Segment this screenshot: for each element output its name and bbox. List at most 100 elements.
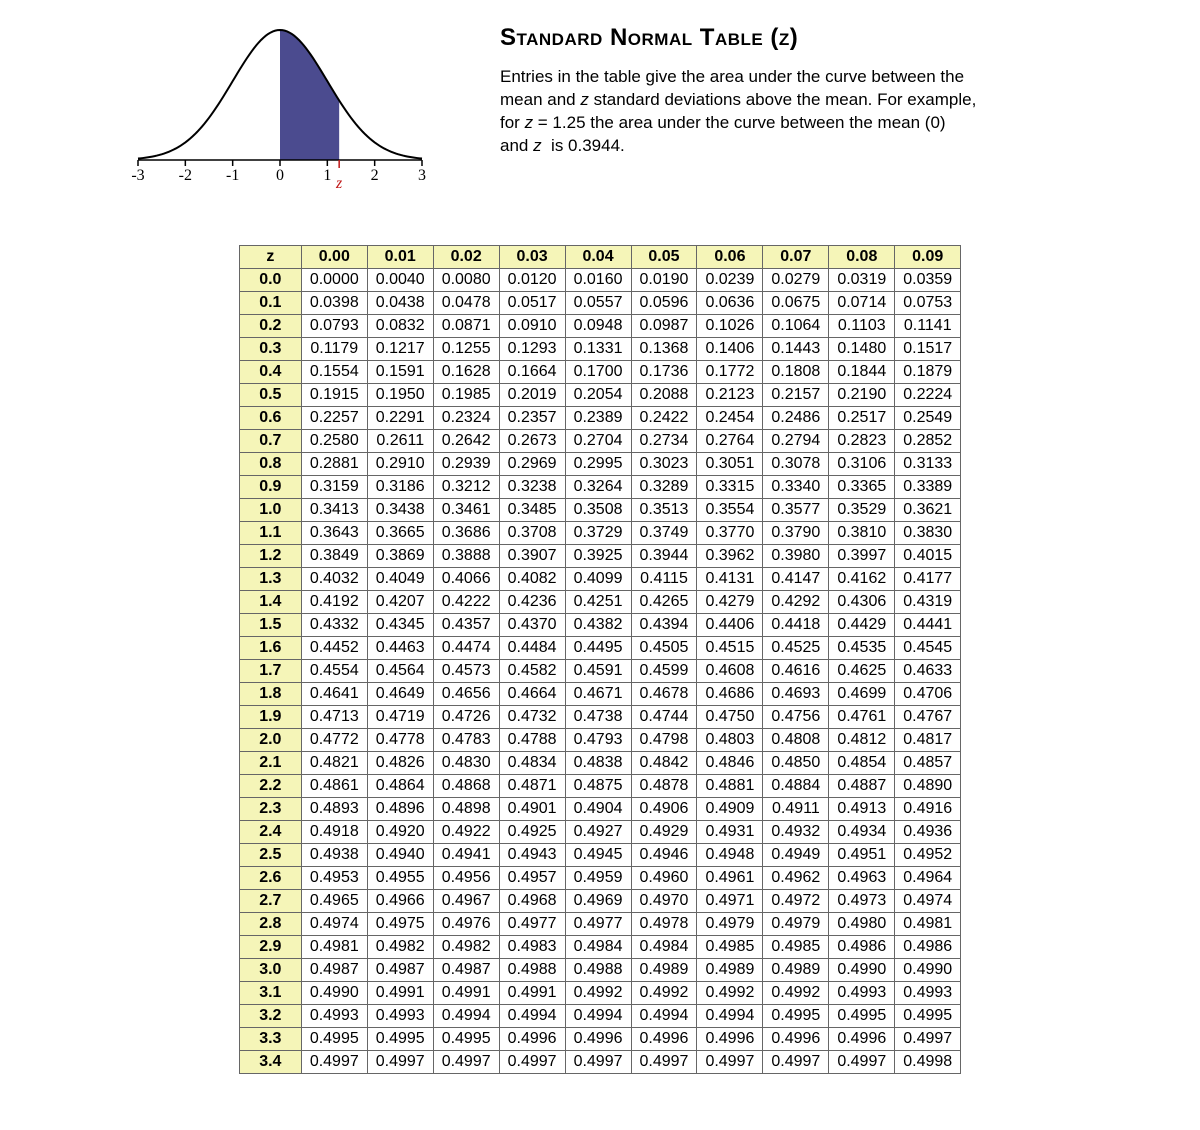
table-cell: 0.4918 bbox=[301, 821, 367, 844]
table-cell: 0.4706 bbox=[895, 683, 961, 706]
table-cell: 0.4699 bbox=[829, 683, 895, 706]
table-cell: 0.3212 bbox=[433, 476, 499, 499]
table-cell: 0.4265 bbox=[631, 591, 697, 614]
table-row: 1.70.45540.45640.45730.45820.45910.45990… bbox=[239, 660, 960, 683]
table-cell: 0.4990 bbox=[895, 959, 961, 982]
table-cell: 0.4495 bbox=[565, 637, 631, 660]
table-cell: 0.3315 bbox=[697, 476, 763, 499]
table-cell: 0.4032 bbox=[301, 568, 367, 591]
table-cell: 0.4981 bbox=[895, 913, 961, 936]
table-cell: 0.4406 bbox=[697, 614, 763, 637]
table-cell: 0.4994 bbox=[565, 1005, 631, 1028]
table-cell: 0.1736 bbox=[631, 361, 697, 384]
row-header: 3.0 bbox=[239, 959, 301, 982]
table-cell: 0.3944 bbox=[631, 545, 697, 568]
table-cell: 0.3729 bbox=[565, 522, 631, 545]
table-cell: 0.4418 bbox=[763, 614, 829, 637]
table-cell: 0.0557 bbox=[565, 292, 631, 315]
table-cell: 0.3810 bbox=[829, 522, 895, 545]
table-cell: 0.1664 bbox=[499, 361, 565, 384]
table-cell: 0.2123 bbox=[697, 384, 763, 407]
table-cell: 0.4953 bbox=[301, 867, 367, 890]
table-row: 1.00.34130.34380.34610.34850.35080.35130… bbox=[239, 499, 960, 522]
table-cell: 0.3365 bbox=[829, 476, 895, 499]
header-text: Standard Normal Table (z) Entries in the… bbox=[500, 20, 1160, 158]
table-cell: 0.2642 bbox=[433, 430, 499, 453]
table-cell: 0.0793 bbox=[301, 315, 367, 338]
col-header: 0.02 bbox=[433, 246, 499, 269]
table-cell: 0.4996 bbox=[763, 1028, 829, 1051]
table-cell: 0.4936 bbox=[895, 821, 961, 844]
table-cell: 0.4099 bbox=[565, 568, 631, 591]
table-cell: 0.3980 bbox=[763, 545, 829, 568]
normal-curve-svg: -3-2-10123z bbox=[120, 20, 440, 190]
table-cell: 0.4066 bbox=[433, 568, 499, 591]
table-cell: 0.4319 bbox=[895, 591, 961, 614]
table-cell: 0.4997 bbox=[301, 1051, 367, 1074]
table-cell: 0.1406 bbox=[697, 338, 763, 361]
table-cell: 0.3686 bbox=[433, 522, 499, 545]
table-cell: 0.4987 bbox=[367, 959, 433, 982]
table-cell: 0.4992 bbox=[565, 982, 631, 1005]
table-cell: 0.3186 bbox=[367, 476, 433, 499]
table-cell: 0.4049 bbox=[367, 568, 433, 591]
row-header: 0.7 bbox=[239, 430, 301, 453]
table-cell: 0.1950 bbox=[367, 384, 433, 407]
table-cell: 0.4993 bbox=[301, 1005, 367, 1028]
table-cell: 0.1808 bbox=[763, 361, 829, 384]
table-cell: 0.4972 bbox=[763, 890, 829, 913]
table-cell: 0.4744 bbox=[631, 706, 697, 729]
row-header: 2.2 bbox=[239, 775, 301, 798]
table-cell: 0.3643 bbox=[301, 522, 367, 545]
table-cell: 0.4994 bbox=[499, 1005, 565, 1028]
table-cell: 0.4996 bbox=[697, 1028, 763, 1051]
table-cell: 0.4922 bbox=[433, 821, 499, 844]
svg-text:2: 2 bbox=[371, 167, 379, 184]
table-row: 2.50.49380.49400.49410.49430.49450.49460… bbox=[239, 844, 960, 867]
table-cell: 0.4162 bbox=[829, 568, 895, 591]
table-cell: 0.2823 bbox=[829, 430, 895, 453]
table-cell: 0.4911 bbox=[763, 798, 829, 821]
table-cell: 0.4693 bbox=[763, 683, 829, 706]
table-cell: 0.3513 bbox=[631, 499, 697, 522]
table-cell: 0.2190 bbox=[829, 384, 895, 407]
table-cell: 0.4997 bbox=[829, 1051, 895, 1074]
table-cell: 0.4920 bbox=[367, 821, 433, 844]
table-cell: 0.4997 bbox=[499, 1051, 565, 1074]
table-cell: 0.4881 bbox=[697, 775, 763, 798]
table-cell: 0.1217 bbox=[367, 338, 433, 361]
table-cell: 0.4994 bbox=[433, 1005, 499, 1028]
table-cell: 0.4997 bbox=[565, 1051, 631, 1074]
table-cell: 0.2881 bbox=[301, 453, 367, 476]
table-cell: 0.4082 bbox=[499, 568, 565, 591]
table-cell: 0.4896 bbox=[367, 798, 433, 821]
table-cell: 0.4484 bbox=[499, 637, 565, 660]
table-cell: 0.4783 bbox=[433, 729, 499, 752]
table-cell: 0.4969 bbox=[565, 890, 631, 913]
table-cell: 0.2291 bbox=[367, 407, 433, 430]
table-cell: 0.0359 bbox=[895, 269, 961, 292]
table-cell: 0.0319 bbox=[829, 269, 895, 292]
table-cell: 0.3907 bbox=[499, 545, 565, 568]
table-cell: 0.4656 bbox=[433, 683, 499, 706]
table-cell: 0.4988 bbox=[499, 959, 565, 982]
table-row: 1.40.41920.42070.42220.42360.42510.42650… bbox=[239, 591, 960, 614]
table-cell: 0.4991 bbox=[367, 982, 433, 1005]
table-row: 0.80.28810.29100.29390.29690.29950.30230… bbox=[239, 453, 960, 476]
table-cell: 0.4678 bbox=[631, 683, 697, 706]
table-cell: 0.4192 bbox=[301, 591, 367, 614]
table-cell: 0.4893 bbox=[301, 798, 367, 821]
table-cell: 0.4525 bbox=[763, 637, 829, 660]
table-cell: 0.4991 bbox=[433, 982, 499, 1005]
table-row: 0.70.25800.26110.26420.26730.27040.27340… bbox=[239, 430, 960, 453]
table-cell: 0.4940 bbox=[367, 844, 433, 867]
table-row: 1.80.46410.46490.46560.46640.46710.46780… bbox=[239, 683, 960, 706]
table-cell: 0.4934 bbox=[829, 821, 895, 844]
table-cell: 0.4916 bbox=[895, 798, 961, 821]
table-cell: 0.3770 bbox=[697, 522, 763, 545]
table-row: 2.40.49180.49200.49220.49250.49270.49290… bbox=[239, 821, 960, 844]
table-cell: 0.4990 bbox=[829, 959, 895, 982]
row-header: 1.6 bbox=[239, 637, 301, 660]
svg-text:-2: -2 bbox=[179, 167, 192, 184]
table-cell: 0.1026 bbox=[697, 315, 763, 338]
